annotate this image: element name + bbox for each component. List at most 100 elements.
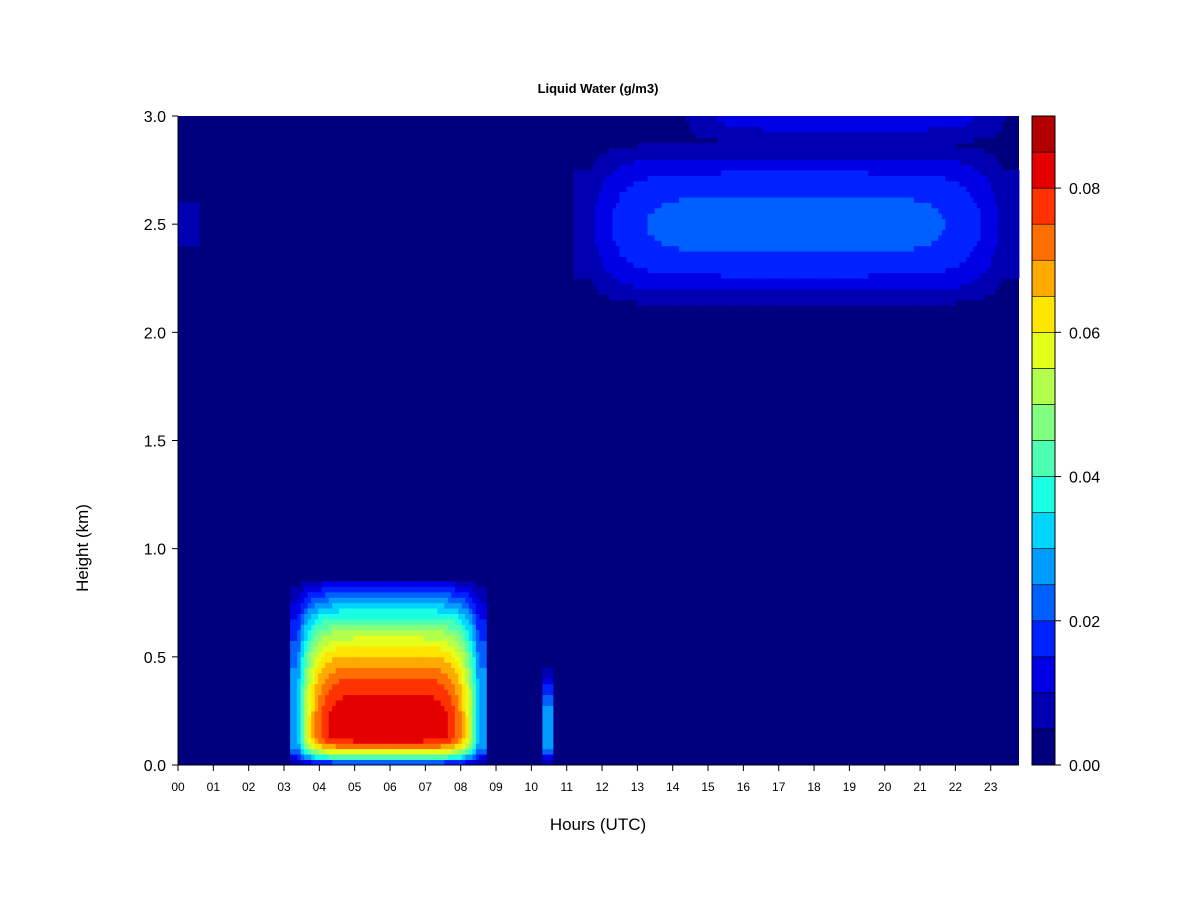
heatmap-cell bbox=[353, 581, 358, 587]
heatmap-cell bbox=[791, 170, 796, 176]
heatmap-cell bbox=[342, 700, 347, 706]
heatmap-cell bbox=[623, 234, 627, 241]
heatmap-cell bbox=[731, 289, 736, 295]
heatmap-cell bbox=[412, 673, 417, 679]
heatmap-cell bbox=[300, 629, 305, 636]
heatmap-cell bbox=[587, 272, 592, 279]
heatmap-cell bbox=[780, 116, 785, 122]
heatmap-cell bbox=[465, 743, 470, 750]
heatmap-cell bbox=[440, 705, 445, 712]
heatmap-cell bbox=[721, 229, 726, 236]
heatmap-cell bbox=[454, 737, 459, 744]
heatmap-cell bbox=[433, 727, 438, 733]
heatmap-cell bbox=[637, 267, 641, 274]
heatmap-cell bbox=[437, 689, 442, 696]
heatmap-cell bbox=[346, 705, 351, 712]
heatmap-cell bbox=[889, 283, 894, 290]
heatmap-cell bbox=[763, 207, 768, 214]
heatmap-cell bbox=[696, 126, 701, 133]
heatmap-cell bbox=[854, 229, 859, 236]
heatmap-cell bbox=[605, 159, 610, 166]
heatmap-cell bbox=[398, 721, 403, 728]
heatmap-cell bbox=[752, 299, 757, 306]
heatmap-cell bbox=[580, 180, 585, 187]
heatmap-cell bbox=[623, 251, 627, 258]
heatmap-cell bbox=[864, 283, 869, 290]
heatmap-cell bbox=[787, 294, 792, 301]
heatmap-cell bbox=[391, 651, 396, 658]
heatmap-cell bbox=[472, 586, 477, 593]
heatmap-cell bbox=[542, 689, 547, 696]
heatmap-cell bbox=[479, 646, 484, 652]
heatmap-cell bbox=[885, 299, 890, 306]
heatmap-cell bbox=[447, 597, 452, 604]
heatmap-cell bbox=[616, 202, 620, 209]
heatmap-cell bbox=[545, 748, 550, 755]
heatmap-cell bbox=[780, 143, 785, 149]
heatmap-cell bbox=[609, 164, 613, 171]
heatmap-cell bbox=[293, 727, 298, 733]
heatmap-cell bbox=[756, 197, 761, 203]
heatmap-cell bbox=[300, 597, 305, 604]
heatmap-cell bbox=[833, 132, 838, 139]
heatmap-cell bbox=[724, 143, 729, 149]
heatmap-cell bbox=[752, 207, 757, 214]
heatmap-cell bbox=[388, 640, 393, 647]
heatmap-cell bbox=[721, 256, 726, 263]
heatmap-cell bbox=[791, 132, 796, 139]
heatmap-cell bbox=[896, 153, 901, 160]
heatmap-cell bbox=[363, 635, 368, 642]
heatmap-cell bbox=[644, 164, 648, 171]
heatmap-cell bbox=[682, 164, 687, 171]
heatmap-cell bbox=[430, 635, 435, 642]
heatmap-cell bbox=[374, 646, 379, 652]
heatmap-cell bbox=[808, 240, 813, 247]
heatmap-cell bbox=[377, 689, 382, 696]
heatmap-cell bbox=[756, 267, 761, 274]
heatmap-cell bbox=[472, 694, 477, 701]
heatmap-cell bbox=[405, 586, 410, 593]
heatmap-cell bbox=[332, 727, 337, 733]
heatmap-cell bbox=[405, 613, 410, 620]
heatmap-cell bbox=[363, 602, 368, 609]
heatmap-cell bbox=[693, 229, 698, 236]
heatmap-cell bbox=[468, 667, 473, 674]
heatmap-cell bbox=[658, 245, 662, 252]
heatmap-cell bbox=[325, 635, 330, 642]
heatmap-cell bbox=[654, 294, 659, 301]
heatmap-cell bbox=[437, 581, 442, 587]
heatmap-cell bbox=[475, 613, 480, 620]
heatmap-cell bbox=[447, 678, 452, 685]
heatmap-cell bbox=[381, 624, 386, 631]
heatmap-cell bbox=[412, 727, 417, 733]
heatmap-cell bbox=[602, 159, 606, 166]
heatmap-cell bbox=[661, 180, 666, 187]
heatmap-cell bbox=[647, 256, 652, 263]
heatmap-cell bbox=[833, 159, 838, 166]
heatmap-cell bbox=[395, 640, 400, 647]
heatmap-cell bbox=[644, 218, 648, 225]
heatmap-cell bbox=[605, 175, 610, 182]
heatmap-cell bbox=[759, 132, 764, 139]
heatmap-cell bbox=[896, 278, 901, 285]
heatmap-cell bbox=[808, 126, 813, 133]
heatmap-cell bbox=[710, 121, 715, 128]
heatmap-cell bbox=[405, 640, 410, 647]
heatmap-cell bbox=[325, 591, 330, 598]
heatmap-cell bbox=[297, 705, 302, 712]
heatmap-cell bbox=[416, 743, 421, 750]
heatmap-cell bbox=[321, 624, 326, 631]
heatmap-cell bbox=[696, 191, 701, 198]
heatmap-cell bbox=[749, 132, 754, 139]
heatmap-cell bbox=[738, 143, 743, 149]
heatmap-cell bbox=[882, 153, 887, 160]
heatmap-cell bbox=[889, 224, 894, 230]
heatmap-cell bbox=[430, 710, 435, 717]
heatmap-cell bbox=[398, 656, 403, 663]
heatmap-cell bbox=[703, 278, 708, 285]
heatmap-cell bbox=[833, 234, 838, 241]
heatmap-cell bbox=[833, 283, 838, 290]
heatmap-cell bbox=[728, 164, 733, 171]
heatmap-cell bbox=[875, 218, 880, 225]
heatmap-cell bbox=[826, 175, 831, 182]
